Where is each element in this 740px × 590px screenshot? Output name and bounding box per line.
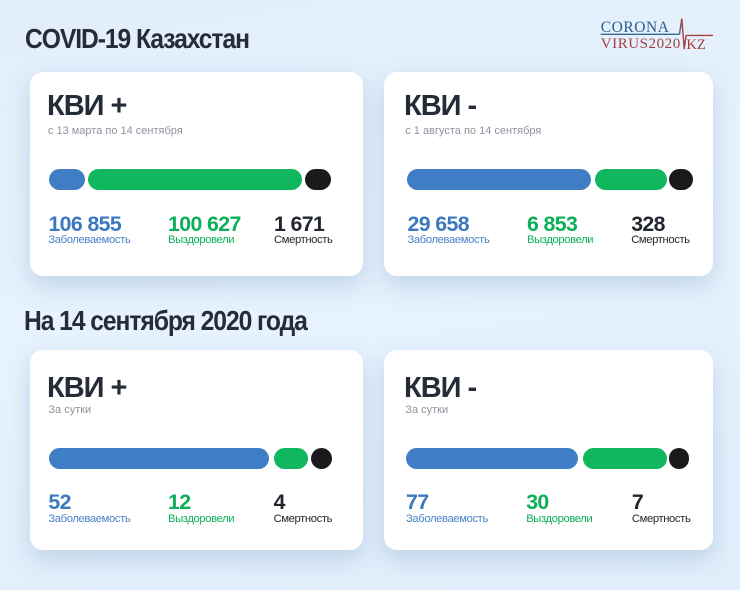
svg-text:VIRUS2020: VIRUS2020 bbox=[601, 36, 681, 52]
svg-text:KZ: KZ bbox=[686, 37, 706, 53]
svg-text:CORONA: CORONA bbox=[601, 19, 670, 36]
